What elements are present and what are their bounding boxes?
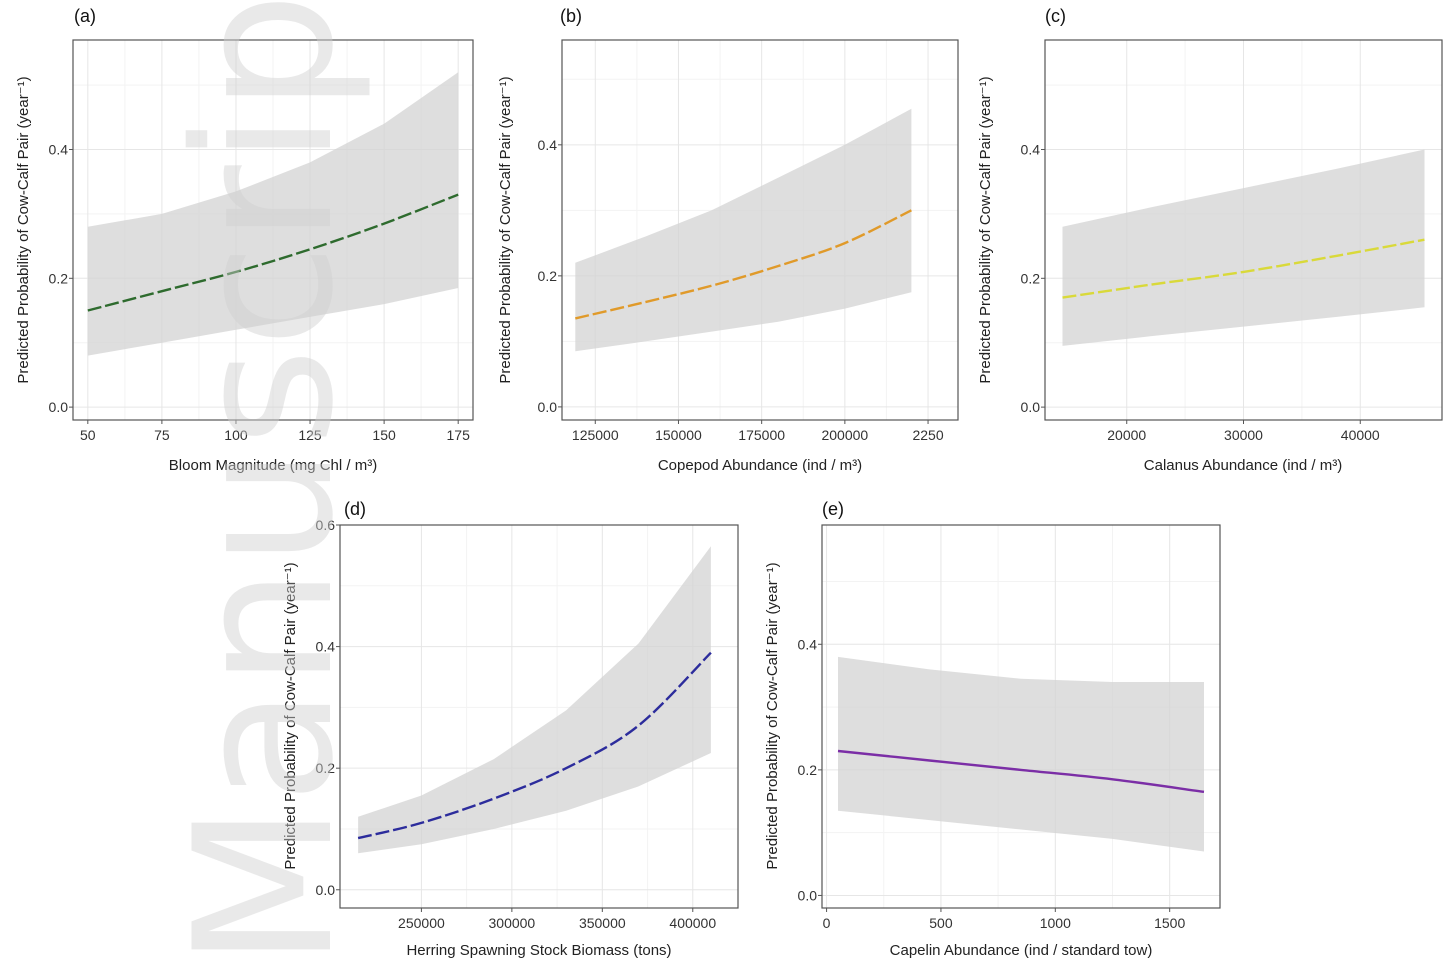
panel-b-label: (b) [560,6,582,26]
panel-e-confidence-band [838,656,1204,852]
panel-b-confidence-band [575,108,912,352]
panel-b-series-line [575,209,912,320]
x-tick-label: 300000 [489,915,536,931]
panel-e-x-axis-title: Capelin Abundance (ind / standard tow) [890,942,1153,959]
panel-d-confidence-band [358,546,711,854]
panel-d-x-axis-title: Herring Spawning Stock Biomass (tons) [406,942,671,959]
x-tick-label: 175000 [738,427,785,443]
panel-c-confidence-band [1062,149,1425,346]
x-tick-label: 50 [80,427,96,443]
x-tick-label: 500 [929,915,953,931]
panel-d-series-line [357,651,712,840]
panel-b-frame [561,39,959,421]
y-tick-label: 0.2 [798,762,818,778]
x-tick-label: 125000 [572,427,619,443]
panel-c-x-ticks: 20000 30000 40000 [1107,420,1380,443]
panel-e-label: (e) [822,499,844,519]
y-tick-label: 0.0 [49,399,69,415]
panel-a-confidence-band [87,72,459,356]
panel-b-x-axis-title: Copepod Abundance (ind / m³) [658,457,862,474]
x-tick-label: 150 [372,427,396,443]
panel-d: 250000 300000 350000 400000 0.0 0.2 0.4 0.6 (d… [282,499,739,959]
y-tick-label: 0.2 [538,268,558,284]
y-tick-label: 0.0 [316,882,336,898]
x-tick-label: 40000 [1341,427,1380,443]
panel-b: 125000 150000 175000 200000 2250 0.0 0.2 0.4 (… [497,6,959,474]
panel-c-label: (c) [1045,6,1066,26]
panel-a-y-axis-title: Predicted Probability of Cow-Calf Pair (… [15,76,32,383]
panel-c-y-ticks: 0.0 0.2 0.4 [1021,141,1045,415]
panel-b-y-ticks: 0.0 0.2 0.4 [538,137,562,415]
x-tick-label: 175 [447,427,471,443]
panel-c: 20000 30000 40000 0.0 0.2 0.4 (c) Calanus Ab… [977,6,1443,474]
panel-d-label: (d) [344,499,366,519]
panel-d-y-axis-title: Predicted Probability of Cow-Calf Pair (… [282,562,299,869]
panel-e: 0 500 1000 1500 0.0 0.2 0.4 (e) Capelin Abund… [764,499,1221,959]
panel-a-y-ticks: 0.0 0.2 0.4 [49,141,73,415]
y-tick-label: 0.4 [49,141,69,157]
panel-d-frame [339,524,739,909]
panel-a-x-axis-title: Bloom Magnitude (mg Chl / m³) [169,457,377,474]
panel-a-series-line [87,193,459,312]
panel-e-y-axis-title: Predicted Probability of Cow-Calf Pair (… [764,562,781,869]
y-tick-label: 0.4 [798,636,818,652]
y-tick-label: 0.4 [1021,141,1041,157]
panel-b-x-ticks: 125000 150000 175000 200000 2250 [572,420,944,443]
panel-b-y-axis-title: Predicted Probability of Cow-Calf Pair (… [497,76,514,383]
panel-a: 50 75 100 125 150 175 0.0 0.2 0.4 (a) Bloom Mag… [15,6,474,474]
y-tick-label: 0.2 [1021,270,1041,286]
x-tick-label: 0 [823,915,831,931]
y-tick-label: 0.0 [538,399,558,415]
panel-c-series-line [1062,238,1425,299]
x-tick-label: 1000 [1040,915,1071,931]
panel-e-frame [821,524,1221,909]
panel-a-x-ticks: 50 75 100 125 150 175 [80,420,470,443]
manuscript-watermark: Manuscript [154,0,375,968]
y-tick-label: 0.4 [316,639,336,655]
y-tick-label: 0.0 [798,887,818,903]
x-tick-label: 1500 [1154,915,1185,931]
x-tick-label: 125 [298,427,322,443]
x-tick-label: 20000 [1107,427,1146,443]
panel-a-frame [72,39,474,421]
panel-e-series-line [837,749,1205,793]
y-tick-label: 0.4 [538,137,558,153]
y-tick-label: 0.2 [316,760,336,776]
panel-e-x-ticks: 0 500 1000 1500 [823,908,1185,931]
panel-c-x-axis-title: Calanus Abundance (ind / m³) [1144,457,1342,474]
x-tick-label: 200000 [821,427,868,443]
panel-d-y-ticks: 0.0 0.2 0.4 0.6 [316,517,340,898]
y-tick-label: 0.0 [1021,399,1041,415]
x-tick-label: 30000 [1224,427,1263,443]
x-tick-label: 75 [154,427,170,443]
panel-c-y-axis-title: Predicted Probability of Cow-Calf Pair (… [977,76,994,383]
x-tick-label: 100 [224,427,248,443]
x-tick-label: 250000 [398,915,445,931]
x-tick-label: 400000 [669,915,716,931]
y-tick-label: 0.6 [316,517,336,533]
x-tick-label: 350000 [579,915,626,931]
x-tick-label: 2250 [912,427,943,443]
x-tick-label: 150000 [655,427,702,443]
panel-d-x-ticks: 250000 300000 350000 400000 [398,908,716,931]
panel-a-label: (a) [74,6,96,26]
panel-e-y-ticks: 0.0 0.2 0.4 [798,636,822,903]
y-tick-label: 0.2 [49,270,69,286]
